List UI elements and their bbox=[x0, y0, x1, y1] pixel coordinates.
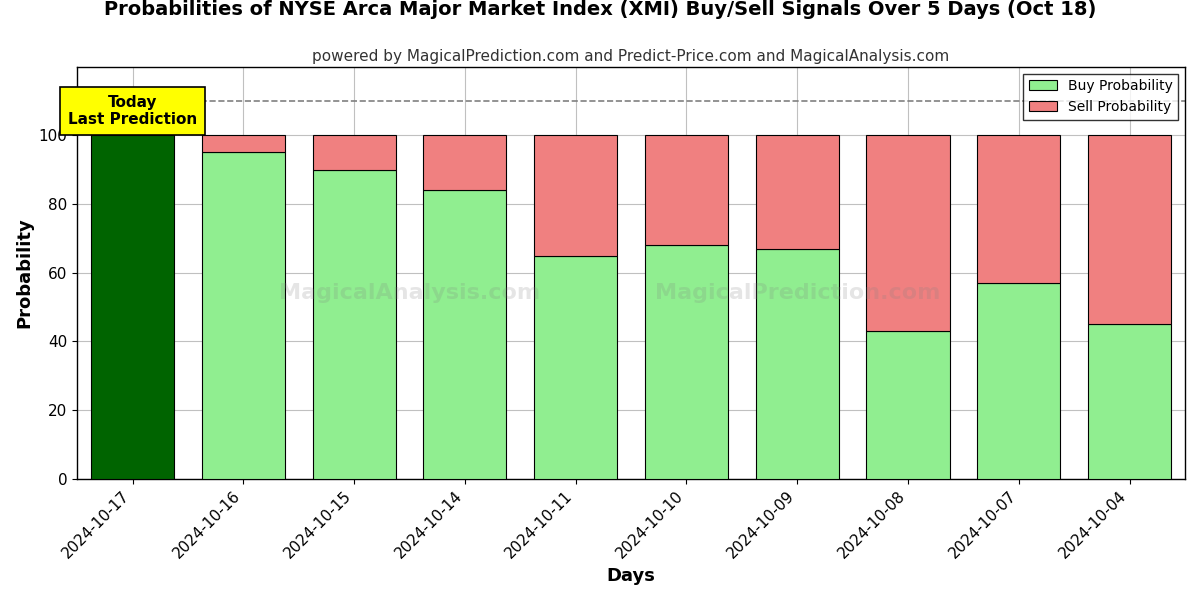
Text: MagicalAnalysis.com: MagicalAnalysis.com bbox=[278, 283, 540, 303]
Bar bbox=[202, 135, 284, 152]
Text: MagicalPrediction.com: MagicalPrediction.com bbox=[654, 283, 940, 303]
Bar bbox=[644, 245, 728, 479]
Bar bbox=[756, 135, 839, 248]
Bar bbox=[424, 190, 506, 479]
Bar bbox=[977, 135, 1061, 283]
Bar bbox=[866, 331, 949, 479]
Bar bbox=[1088, 135, 1171, 324]
Bar bbox=[644, 135, 728, 245]
Bar bbox=[977, 283, 1061, 479]
Bar bbox=[312, 135, 396, 170]
Bar bbox=[91, 135, 174, 479]
Bar bbox=[534, 135, 617, 256]
Bar bbox=[866, 135, 949, 331]
X-axis label: Days: Days bbox=[607, 567, 655, 585]
Bar bbox=[424, 135, 506, 190]
Bar bbox=[534, 256, 617, 479]
Bar bbox=[1088, 324, 1171, 479]
Title: powered by MagicalPrediction.com and Predict-Price.com and MagicalAnalysis.com: powered by MagicalPrediction.com and Pre… bbox=[312, 49, 949, 64]
Bar bbox=[756, 248, 839, 479]
Y-axis label: Probability: Probability bbox=[14, 217, 32, 328]
Legend: Buy Probability, Sell Probability: Buy Probability, Sell Probability bbox=[1024, 73, 1178, 119]
Bar bbox=[312, 170, 396, 479]
Text: Today
Last Prediction: Today Last Prediction bbox=[68, 95, 197, 127]
Bar bbox=[202, 152, 284, 479]
Text: Probabilities of NYSE Arca Major Market Index (XMI) Buy/Sell Signals Over 5 Days: Probabilities of NYSE Arca Major Market … bbox=[104, 0, 1096, 19]
